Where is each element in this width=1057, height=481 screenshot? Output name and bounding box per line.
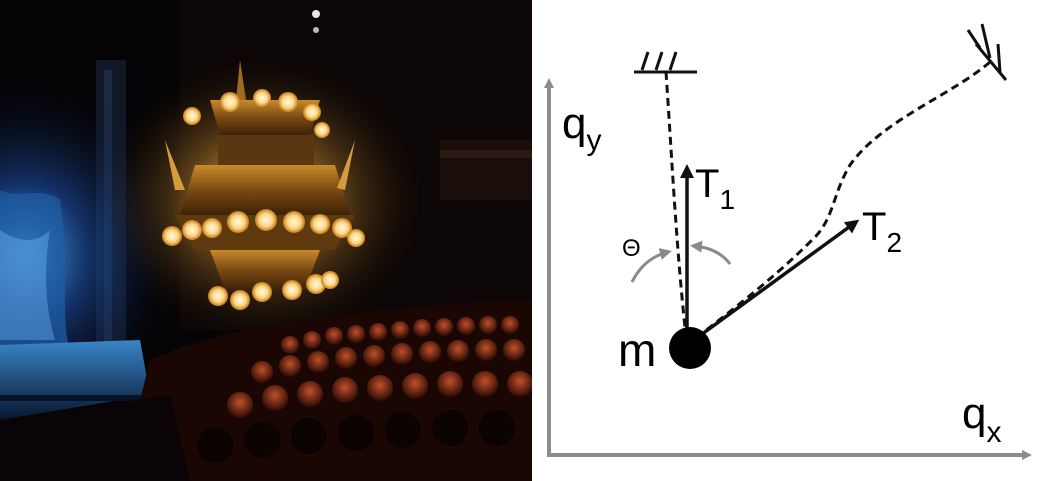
angle-arrow-right bbox=[690, 240, 732, 265]
mass-label: m bbox=[618, 324, 656, 376]
tension-diagram: qy qx T1 T2 Θ m bbox=[544, 23, 1032, 460]
tension-2-vector bbox=[685, 219, 860, 347]
theater-chandelier-photo bbox=[0, 0, 532, 481]
tension-1-label: T1 bbox=[695, 162, 735, 215]
left-anchor-icon bbox=[634, 51, 697, 74]
mass-point bbox=[669, 327, 711, 369]
angle-label: Θ bbox=[622, 235, 641, 262]
string-1 bbox=[664, 71, 689, 346]
y-axis-label: qy bbox=[562, 99, 601, 157]
tension-2-label: T2 bbox=[862, 205, 902, 258]
x-axis-label: qx bbox=[962, 389, 1001, 449]
right-anchor-icon bbox=[966, 23, 1008, 81]
string-2 bbox=[686, 60, 991, 347]
angle-arrow-left bbox=[630, 248, 672, 283]
